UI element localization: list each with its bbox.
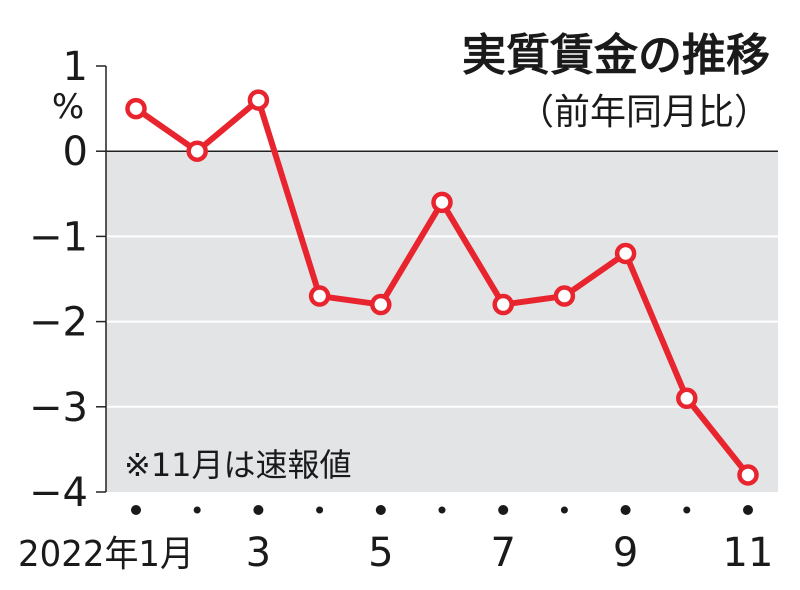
grid-lines — [106, 235, 778, 408]
y-tick-label: −3 — [29, 385, 88, 431]
x-tick-labels: 2022年1月 3 5 7 9 11 — [18, 530, 773, 576]
x-tick-dot — [683, 506, 691, 514]
y-tick-label: 1 — [63, 44, 88, 90]
x-tick-label: 2022年1月 — [18, 534, 194, 575]
data-point — [737, 464, 759, 486]
data-point — [308, 285, 331, 307]
data-point — [553, 285, 576, 307]
x-tick-label: 11 — [723, 530, 774, 576]
y-tick-label: −2 — [29, 300, 88, 346]
data-point — [186, 140, 208, 162]
y-axis-unit: % — [52, 87, 84, 127]
x-tick-dot — [498, 505, 509, 515]
x-tick-dot — [743, 505, 753, 515]
y-tick-label: −1 — [29, 214, 88, 260]
x-tick-dot — [316, 506, 324, 514]
x-tick-dot — [193, 506, 201, 514]
x-tick-dot — [560, 506, 568, 514]
data-points — [125, 89, 759, 486]
x-tick-dot — [620, 505, 631, 515]
y-tick-label: −4 — [29, 470, 88, 516]
chart-subtitle: （前年同月比） — [518, 92, 770, 133]
x-tick-label: 7 — [490, 530, 515, 576]
x-tick-dot — [253, 505, 264, 515]
data-point — [614, 242, 637, 265]
y-tick-marks — [96, 65, 106, 493]
y-tick-labels: 1 0 −1 −2 −3 −4 — [29, 44, 88, 516]
x-tick-label: 5 — [368, 530, 393, 576]
data-point — [676, 387, 698, 410]
x-tick-label: 9 — [613, 530, 638, 576]
x-tick-dots — [131, 505, 753, 515]
y-tick-label: 0 — [63, 129, 88, 175]
x-tick-dot — [131, 505, 141, 515]
x-tick-label: 3 — [246, 530, 271, 576]
data-point — [492, 293, 514, 316]
chart-note: ※11月は速報値 — [124, 446, 352, 484]
chart-title: 実質賃金の推移 — [462, 30, 770, 81]
data-point — [125, 97, 147, 120]
data-point — [247, 89, 270, 111]
x-tick-dot — [375, 505, 386, 515]
data-point — [370, 293, 392, 316]
x-tick-dot — [438, 506, 446, 514]
data-point — [431, 191, 453, 214]
